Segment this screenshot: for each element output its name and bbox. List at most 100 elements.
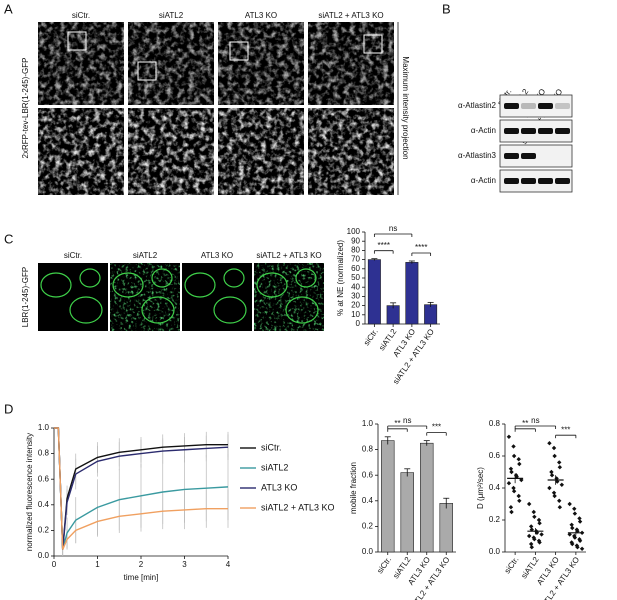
- y-tick-label: 0.2: [38, 526, 50, 535]
- y-tick-label: 60: [351, 264, 360, 273]
- panel-label: B: [442, 1, 451, 16]
- inset-box: [137, 61, 157, 81]
- data-point: [577, 538, 583, 543]
- data-point: [519, 477, 524, 483]
- nucleus-outline: [295, 268, 317, 288]
- nucleus-outline: [213, 296, 247, 324]
- nucleus-outline: [40, 272, 72, 298]
- sig-label: ns: [389, 224, 397, 233]
- nucleus-outline: [184, 272, 216, 298]
- x-tick-label: 1: [95, 560, 100, 569]
- nucleus-outline: [223, 268, 245, 288]
- bar: [381, 440, 395, 553]
- data-point: [572, 506, 577, 512]
- y-tick-label: 0.8: [489, 419, 501, 428]
- blot-row-label: α-Atlastin3: [458, 151, 497, 160]
- legend-label: siATL2 + ATL3 KO: [261, 502, 334, 512]
- data-point: [570, 541, 575, 547]
- y-tick-label: 0.6: [489, 451, 501, 460]
- data-point: [547, 441, 552, 446]
- sig-label: **: [522, 419, 528, 428]
- micrograph-texture: [218, 22, 304, 105]
- data-point: [539, 532, 544, 537]
- data-point: [579, 546, 585, 551]
- y-tick-label: 30: [351, 292, 360, 301]
- blot-band: [521, 178, 536, 184]
- y-tick-label: 10: [351, 310, 360, 319]
- y-tick-label: 1.0: [38, 423, 50, 432]
- sig-label: ****: [378, 241, 390, 250]
- data-point: [511, 453, 517, 459]
- row-label: LBR(1-245)-GFP: [21, 267, 30, 327]
- sig-label: ****: [415, 243, 427, 252]
- blot-band: [538, 178, 553, 184]
- blot-band: [538, 128, 553, 134]
- data-point: [526, 533, 532, 539]
- inset-box: [67, 31, 87, 51]
- data-point: [557, 498, 562, 504]
- y-tick-label: 0.0: [38, 551, 50, 560]
- column-label: ATL3 KO: [245, 11, 277, 20]
- x-tick-label: siCtr.: [503, 555, 521, 575]
- x-tick-label: 4: [226, 560, 231, 569]
- data-point: [509, 509, 514, 515]
- nucleus-outline: [69, 296, 103, 324]
- y-tick-label: 0.8: [362, 445, 374, 454]
- micrograph-texture: [128, 108, 214, 195]
- data-point: [532, 514, 537, 519]
- data-point: [559, 482, 565, 488]
- micrograph-texture: [308, 108, 394, 195]
- data-point: [516, 493, 521, 499]
- series-line: [54, 427, 228, 550]
- x-tick-label: 0: [52, 560, 57, 569]
- data-point: [511, 489, 517, 494]
- y-tick-label: 1.0: [362, 419, 374, 428]
- sig-label: ns: [531, 416, 539, 425]
- data-point: [572, 511, 578, 516]
- column-label: ATL3 KO: [201, 251, 233, 260]
- data-point: [509, 469, 514, 475]
- blot-band: [504, 103, 519, 109]
- row-label: 2xRFP-tev-LBR(1-245)-GFP: [21, 58, 30, 159]
- nucleus-outline: [79, 268, 101, 288]
- side-label: Maximum intensity projection: [401, 56, 410, 159]
- y-tick-label: 0.6: [362, 470, 374, 479]
- bar: [424, 304, 438, 325]
- legend-label: siCtr.: [261, 442, 282, 452]
- data-point: [511, 444, 516, 449]
- data-point: [526, 501, 532, 507]
- legend-label: siATL2: [261, 462, 288, 472]
- data-point: [532, 537, 537, 542]
- sig-label: ***: [432, 423, 441, 432]
- column-label: siCtr.: [64, 251, 82, 260]
- column-label: siATL2: [133, 251, 158, 260]
- y-axis-label: % at NE (normalized): [336, 240, 345, 316]
- data-point: [529, 545, 534, 550]
- y-tick-label: 80: [351, 246, 360, 255]
- y-tick-label: 0.2: [362, 522, 374, 531]
- inset-box: [229, 41, 249, 61]
- column-label: siCtr.: [72, 11, 90, 20]
- data-point: [551, 445, 557, 451]
- data-point: [552, 493, 557, 499]
- data-point: [536, 517, 542, 523]
- sig-label: ns: [403, 416, 411, 425]
- sig-label: **: [394, 419, 400, 428]
- micrograph-texture: [128, 22, 214, 105]
- x-tick-label: 3: [182, 560, 187, 569]
- blot-strip: [499, 94, 573, 118]
- micrograph-texture: [218, 108, 304, 195]
- y-tick-label: 0.6: [38, 474, 50, 483]
- column-label: siATL2: [159, 11, 184, 20]
- blot-band: [521, 153, 536, 159]
- bar: [439, 503, 453, 553]
- nucleus-outline: [151, 268, 173, 288]
- sig-label: ***: [561, 425, 570, 434]
- y-tick-label: 0.0: [362, 547, 374, 556]
- micrograph: [38, 263, 108, 331]
- data-point: [557, 505, 563, 510]
- nucleus-outline: [285, 296, 319, 324]
- data-point: [517, 498, 522, 504]
- data-point: [537, 521, 542, 526]
